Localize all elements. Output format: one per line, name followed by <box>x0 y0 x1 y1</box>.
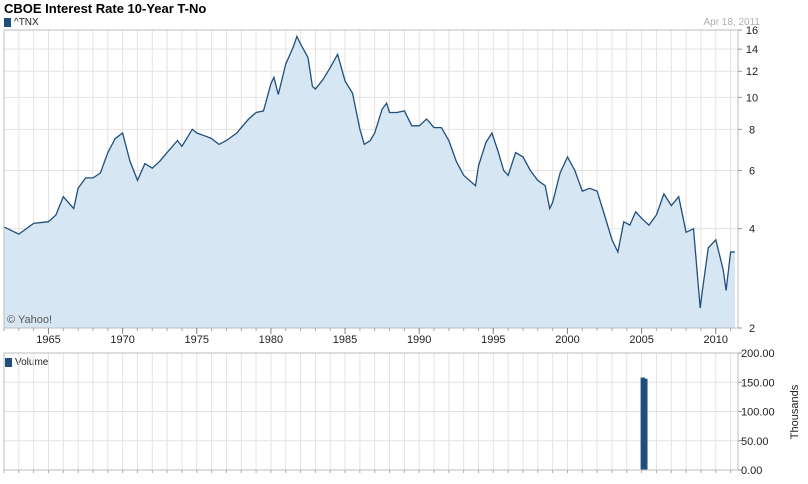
price-y-axis: 2 4 6 8 10 12 14 16 <box>738 25 758 335</box>
volume-y-tick-label: 100.00 <box>741 407 775 419</box>
price-area <box>4 36 735 329</box>
price-y-tick-label: 14 <box>746 44 758 56</box>
price-y-tick-label: 12 <box>746 66 758 78</box>
price-legend-swatch <box>4 18 11 27</box>
volume-bar <box>643 378 648 470</box>
price-x-tick-label: 1970 <box>110 334 134 346</box>
volume-bar <box>640 377 646 470</box>
price-line <box>3 34 735 309</box>
price-x-tick-label: 2010 <box>704 334 728 346</box>
price-y-tick-label: 2 <box>749 323 755 335</box>
price-y-tick-label: 8 <box>749 124 755 136</box>
volume-legend-label: Volume <box>15 357 49 368</box>
price-x-tick-label: 1995 <box>481 334 505 346</box>
price-x-tick-label: 1990 <box>407 334 431 346</box>
volume-legend-swatch <box>5 358 12 367</box>
price-x-tick-label: 1985 <box>333 334 357 346</box>
volume-y-label: Thousands <box>789 384 801 439</box>
price-x-tick-label: 1965 <box>36 334 60 346</box>
price-x-tick-label: 1980 <box>259 334 283 346</box>
price-x-tick-label: 1975 <box>185 334 209 346</box>
volume-legend: Volume <box>5 357 48 368</box>
price-y-tick-label: 16 <box>746 25 758 37</box>
price-y-tick-label: 4 <box>749 224 755 236</box>
price-x-tick-label: 2005 <box>629 334 653 346</box>
price-y-tick-label: 6 <box>749 166 755 178</box>
volume-bars <box>640 377 648 470</box>
chart-date: Apr 18, 2011 <box>703 17 760 28</box>
volume-y-tick-label: 200.00 <box>741 348 775 360</box>
price-x-tick-label: 2000 <box>555 334 579 346</box>
copyright-text: © Yahoo! <box>7 314 52 326</box>
price-legend-label: ^TNX <box>14 17 39 28</box>
volume-y-tick-label: 50.00 <box>741 436 769 448</box>
price-plot-frame <box>3 29 739 329</box>
price-x-axis: 1965 1970 1975 1980 1985 1990 1995 2000 2005 2010 <box>3 328 732 346</box>
chart-title: CBOE Interest Rate 10-Year T-No <box>4 1 207 16</box>
volume-y-tick-label: 0.00 <box>741 465 762 477</box>
price-y-tick-label: 10 <box>746 92 758 104</box>
volume-y-tick-label: 150.00 <box>741 377 775 389</box>
volume-y-axis: 0.00 50.00 100.00 150.00 200.00 <box>738 348 775 477</box>
price-legend: ^TNX <box>4 17 39 28</box>
volume-grid <box>3 352 738 473</box>
